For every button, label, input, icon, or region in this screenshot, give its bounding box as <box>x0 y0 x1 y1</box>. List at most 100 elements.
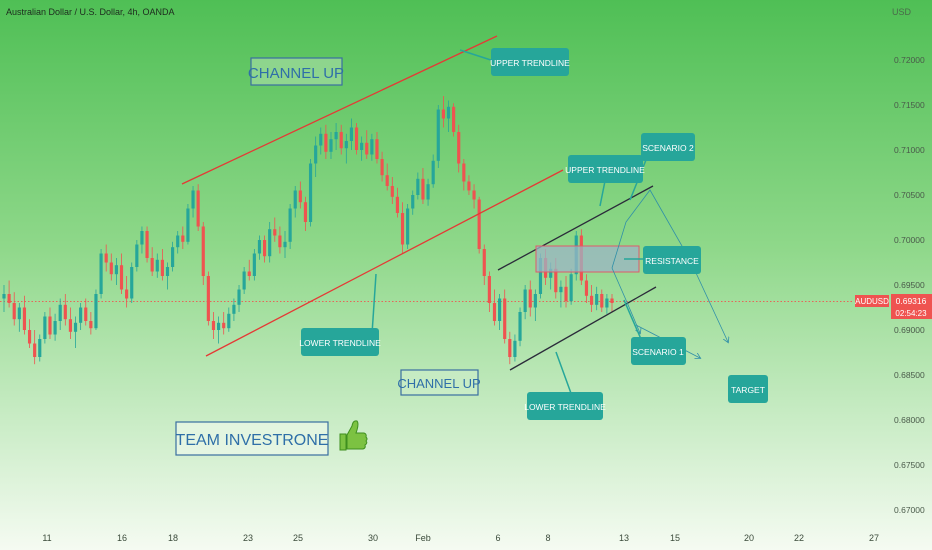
candle-body <box>406 208 410 245</box>
candle <box>211 312 216 339</box>
candle <box>329 132 333 159</box>
candle-body <box>589 295 594 305</box>
candle <box>206 271 210 326</box>
candle-body <box>232 304 236 314</box>
candle <box>441 96 445 128</box>
candle-body <box>196 190 200 227</box>
candle-body <box>390 186 394 197</box>
candle <box>160 249 164 281</box>
x-tick-label: 6 <box>495 533 500 543</box>
candle-body <box>595 294 599 305</box>
candle <box>324 124 328 159</box>
candle-body <box>467 181 471 191</box>
svg-text:TARGET: TARGET <box>731 385 765 395</box>
candle-body <box>354 127 359 150</box>
candle-body <box>99 253 103 294</box>
candle <box>17 303 21 332</box>
candle-body <box>53 321 57 335</box>
price-tag: AUDUSD 0.69316 02:54:23 <box>855 294 932 319</box>
candle <box>84 298 88 326</box>
resistance-zone <box>535 245 640 273</box>
candle-body <box>2 294 6 299</box>
y-tick-label: 0.68000 <box>894 415 925 425</box>
candle <box>375 132 379 164</box>
svg-text:UPPER TRENDLINE: UPPER TRENDLINE <box>490 58 570 68</box>
candle <box>487 271 491 312</box>
candle-body <box>298 190 302 203</box>
x-tick-label: 25 <box>293 533 303 543</box>
candle <box>2 285 6 312</box>
candle <box>472 184 476 209</box>
candle-body <box>370 139 374 155</box>
candle <box>533 289 537 321</box>
candle <box>99 249 103 299</box>
x-tick-label: 15 <box>670 533 680 543</box>
callout-scenario-2: SCENARIO 2 <box>641 133 695 161</box>
candle <box>217 316 221 344</box>
candle-body <box>416 178 420 195</box>
candle <box>150 247 154 276</box>
candle <box>262 235 267 263</box>
candle-body <box>94 294 98 329</box>
candle-body <box>446 106 451 119</box>
candle-body <box>528 289 532 308</box>
x-tick-label: 23 <box>243 533 253 543</box>
candle <box>523 285 527 320</box>
candle <box>201 222 205 285</box>
candle-body <box>227 313 231 329</box>
candle-body <box>380 159 384 176</box>
candle <box>171 241 175 272</box>
label-channel-up-1: CHANNEL UP <box>248 57 344 86</box>
candle-body <box>237 289 241 305</box>
candle-body <box>533 294 537 308</box>
scenario-2-path <box>611 189 728 342</box>
candle-body <box>58 304 62 321</box>
svg-text:LOWER TRENDLINE: LOWER TRENDLINE <box>299 338 381 348</box>
price-tag-symbol: AUDUSD <box>855 297 889 306</box>
x-tick-label: Feb <box>415 533 431 543</box>
candle-body <box>114 265 118 275</box>
candle <box>222 312 226 335</box>
candle <box>155 253 159 278</box>
candle-body <box>610 298 614 303</box>
candle-body <box>329 139 333 152</box>
candle <box>421 168 425 204</box>
svg-text:TEAM INVESTRONE: TEAM INVESTRONE <box>176 432 329 449</box>
candle <box>242 267 246 294</box>
candle <box>559 280 563 308</box>
x-tick-label: 30 <box>368 533 378 543</box>
candle-body <box>165 267 170 276</box>
candle-body <box>349 127 354 141</box>
candle <box>528 280 532 317</box>
candle-body <box>79 307 83 323</box>
candle <box>181 226 185 249</box>
channel-lower-line <box>205 169 564 357</box>
candle-body <box>33 343 37 357</box>
candle <box>360 136 364 161</box>
candle <box>227 307 231 332</box>
candle-body <box>7 294 11 303</box>
candle-body <box>395 196 399 213</box>
svg-text:RESISTANCE: RESISTANCE <box>645 256 699 266</box>
svg-text:CHANNEL UP: CHANNEL UP <box>248 65 344 82</box>
svg-text:UPPER TRENDLINE: UPPER TRENDLINE <box>565 165 645 175</box>
candle-body <box>12 303 16 320</box>
y-tick-label: 0.69500 <box>894 280 925 290</box>
candle <box>370 133 374 161</box>
candle <box>569 268 573 305</box>
candle-body <box>375 139 379 159</box>
candle-body <box>400 213 405 245</box>
candle-body <box>222 322 226 329</box>
candle <box>283 231 287 258</box>
callout-upper-trendline-2: UPPER TRENDLINE <box>565 155 645 183</box>
candle-body <box>135 244 139 267</box>
candle-body <box>462 163 466 182</box>
candle <box>232 298 236 321</box>
scenario-1-path <box>611 267 640 333</box>
candle <box>416 172 420 200</box>
candle <box>268 222 272 263</box>
candle-body <box>339 132 343 149</box>
candle-body <box>68 319 73 332</box>
callout-connector <box>459 49 498 63</box>
candle <box>68 307 73 339</box>
